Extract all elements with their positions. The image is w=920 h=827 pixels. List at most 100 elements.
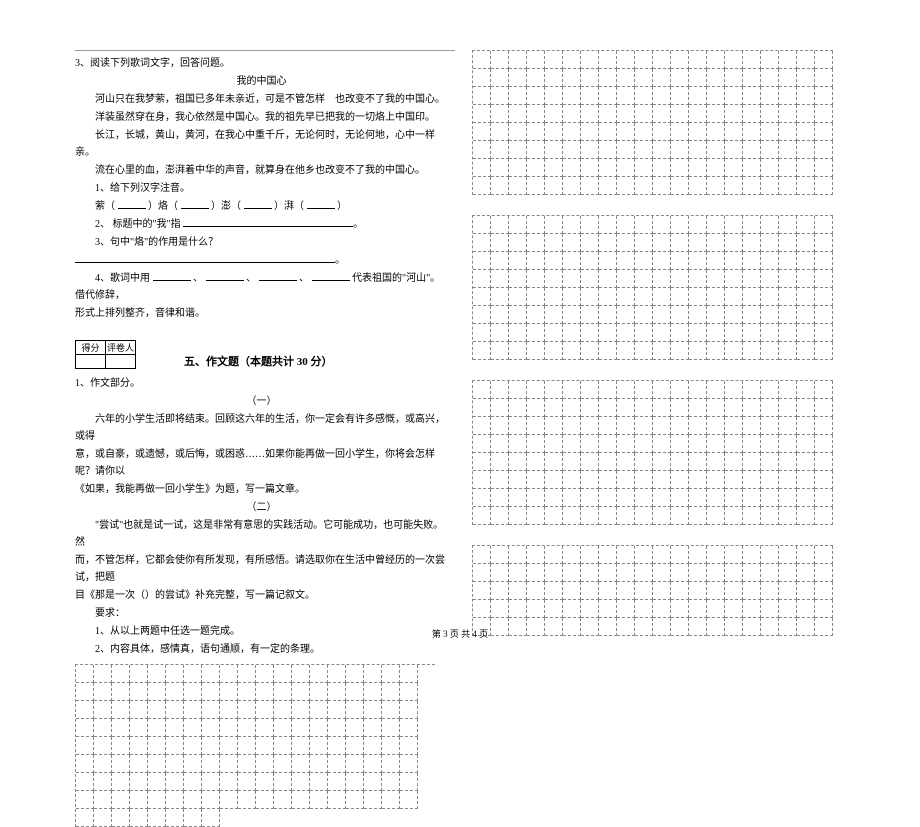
- grid-cell[interactable]: [689, 435, 707, 453]
- grid-cell[interactable]: [707, 105, 725, 123]
- grid-cell[interactable]: [527, 564, 545, 582]
- grid-cell[interactable]: [707, 582, 725, 600]
- grid-cell[interactable]: [130, 665, 148, 683]
- grid-cell[interactable]: [527, 507, 545, 525]
- grid-cell[interactable]: [509, 141, 527, 159]
- grid-cell[interactable]: [545, 342, 563, 360]
- grid-cell[interactable]: [509, 453, 527, 471]
- grid-cell[interactable]: [256, 683, 274, 701]
- grid-cell[interactable]: [761, 417, 779, 435]
- grid-cell[interactable]: [166, 809, 184, 827]
- grid-cell[interactable]: [689, 177, 707, 195]
- grid-cell[interactable]: [599, 564, 617, 582]
- grid-cell[interactable]: [563, 87, 581, 105]
- grid-cell[interactable]: [527, 141, 545, 159]
- grid-cell[interactable]: [112, 719, 130, 737]
- grid-cell[interactable]: [797, 306, 815, 324]
- grid-cell[interactable]: [689, 159, 707, 177]
- grid-cell[interactable]: [545, 177, 563, 195]
- grid-cell[interactable]: [599, 435, 617, 453]
- grid-cell[interactable]: [509, 69, 527, 87]
- grid-cell[interactable]: [130, 719, 148, 737]
- grid-cell[interactable]: [779, 87, 797, 105]
- grid-cell[interactable]: [581, 342, 599, 360]
- grid-cell[interactable]: [707, 216, 725, 234]
- grid-cell[interactable]: [238, 755, 256, 773]
- grid-cell[interactable]: [797, 417, 815, 435]
- grid-cell[interactable]: [707, 51, 725, 69]
- grid-cell[interactable]: [364, 755, 382, 773]
- grid-cell[interactable]: [581, 270, 599, 288]
- grid-cell[interactable]: [238, 665, 256, 683]
- grid-cell[interactable]: [635, 324, 653, 342]
- grid-cell[interactable]: [473, 216, 491, 234]
- grid-cell[interactable]: [653, 600, 671, 618]
- blank-field[interactable]: [183, 226, 353, 227]
- grid-cell[interactable]: [743, 234, 761, 252]
- grid-cell[interactable]: [148, 701, 166, 719]
- grid-cell[interactable]: [635, 546, 653, 564]
- grid-cell[interactable]: [581, 399, 599, 417]
- grid-cell[interactable]: [743, 69, 761, 87]
- grid-cell[interactable]: [779, 177, 797, 195]
- grid-cell[interactable]: [599, 489, 617, 507]
- grid-cell[interactable]: [220, 791, 238, 809]
- grid-cell[interactable]: [689, 105, 707, 123]
- grid-cell[interactable]: [563, 288, 581, 306]
- grid-cell[interactable]: [166, 791, 184, 809]
- grid-cell[interactable]: [238, 773, 256, 791]
- grid-cell[interactable]: [653, 123, 671, 141]
- grid-cell[interactable]: [617, 435, 635, 453]
- grid-cell[interactable]: [635, 435, 653, 453]
- grid-cell[interactable]: [815, 435, 833, 453]
- grid-cell[interactable]: [491, 471, 509, 489]
- grid-cell[interactable]: [725, 399, 743, 417]
- grid-cell[interactable]: [202, 701, 220, 719]
- grid-cell[interactable]: [364, 701, 382, 719]
- grid-cell[interactable]: [527, 546, 545, 564]
- grid-cell[interactable]: [743, 435, 761, 453]
- grid-cell[interactable]: [797, 489, 815, 507]
- grid-cell[interactable]: [220, 701, 238, 719]
- grid-cell[interactable]: [382, 719, 400, 737]
- grid-cell[interactable]: [689, 417, 707, 435]
- grid-cell[interactable]: [653, 381, 671, 399]
- grid-cell[interactable]: [779, 288, 797, 306]
- grid-cell[interactable]: [545, 87, 563, 105]
- grid-cell[interactable]: [671, 69, 689, 87]
- grid-cell[interactable]: [617, 141, 635, 159]
- grid-cell[interactable]: [400, 701, 418, 719]
- grid-cell[interactable]: [563, 234, 581, 252]
- grid-cell[interactable]: [797, 51, 815, 69]
- grid-cell[interactable]: [527, 324, 545, 342]
- grid-cell[interactable]: [599, 51, 617, 69]
- grid-cell[interactable]: [545, 270, 563, 288]
- grid-cell[interactable]: [292, 773, 310, 791]
- grid-cell[interactable]: [563, 69, 581, 87]
- grid-cell[interactable]: [563, 564, 581, 582]
- grid-cell[interactable]: [545, 453, 563, 471]
- grid-cell[interactable]: [653, 435, 671, 453]
- grid-cell[interactable]: [509, 471, 527, 489]
- grid-cell[interactable]: [689, 141, 707, 159]
- grid-cell[interactable]: [689, 489, 707, 507]
- grid-cell[interactable]: [779, 417, 797, 435]
- grid-cell[interactable]: [527, 582, 545, 600]
- grid-cell[interactable]: [743, 471, 761, 489]
- grid-cell[interactable]: [509, 582, 527, 600]
- grid-cell[interactable]: [400, 683, 418, 701]
- grid-cell[interactable]: [563, 177, 581, 195]
- grid-cell[interactable]: [545, 435, 563, 453]
- grid-cell[interactable]: [725, 141, 743, 159]
- grid-cell[interactable]: [599, 123, 617, 141]
- grid-cell[interactable]: [779, 600, 797, 618]
- grid-cell[interactable]: [797, 216, 815, 234]
- grid-cell[interactable]: [581, 306, 599, 324]
- grid-cell[interactable]: [112, 773, 130, 791]
- grid-cell[interactable]: [509, 306, 527, 324]
- grid-cell[interactable]: [256, 665, 274, 683]
- grid-cell[interactable]: [653, 159, 671, 177]
- grid-cell[interactable]: [653, 141, 671, 159]
- grid-cell[interactable]: [671, 417, 689, 435]
- grid-cell[interactable]: [797, 270, 815, 288]
